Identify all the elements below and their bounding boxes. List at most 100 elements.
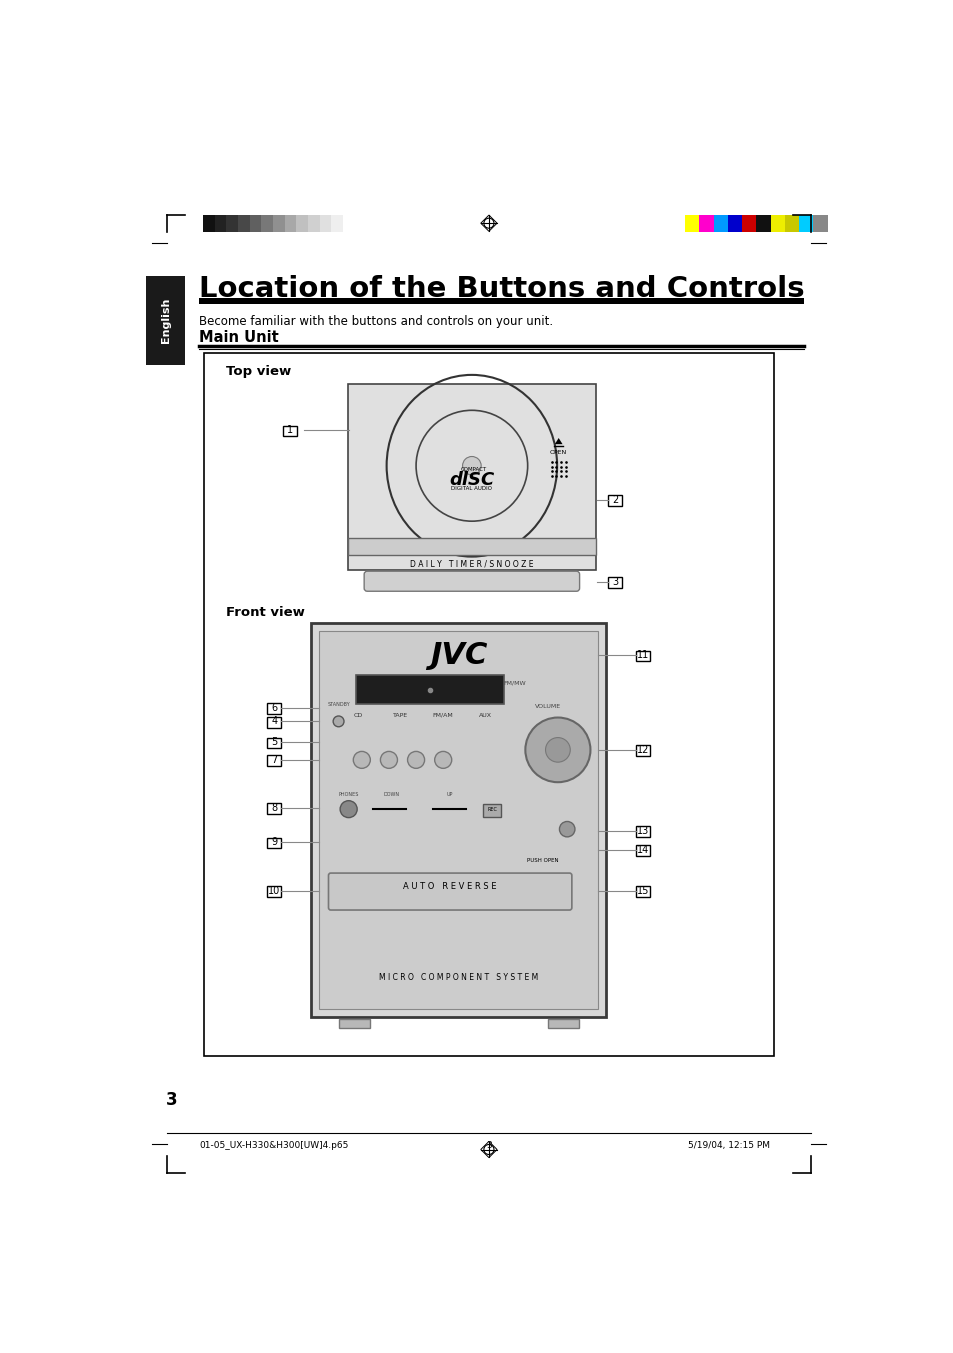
Bar xyxy=(699,215,713,231)
Text: 13: 13 xyxy=(637,825,649,836)
Text: OPEN: OPEN xyxy=(550,451,567,455)
Bar xyxy=(356,675,503,705)
Bar xyxy=(267,886,281,897)
Text: 1: 1 xyxy=(287,425,293,436)
Bar xyxy=(636,827,649,838)
Bar xyxy=(267,704,281,713)
Text: English: English xyxy=(161,298,171,344)
Bar xyxy=(727,215,741,231)
Text: 9: 9 xyxy=(271,838,277,847)
Bar xyxy=(636,886,649,897)
Bar xyxy=(713,215,727,231)
Circle shape xyxy=(407,751,424,769)
Text: 10: 10 xyxy=(268,886,280,896)
Bar xyxy=(799,215,813,231)
Text: STANDBY: STANDBY xyxy=(327,702,350,708)
Bar xyxy=(784,215,799,231)
Text: COMPACT: COMPACT xyxy=(460,467,486,472)
Circle shape xyxy=(435,751,452,769)
Bar xyxy=(267,737,281,748)
Text: 01-05_UX-H330&H300[UW]4.p65: 01-05_UX-H330&H300[UW]4.p65 xyxy=(199,1141,348,1150)
Text: Location of the Buttons and Controls: Location of the Buttons and Controls xyxy=(199,276,804,303)
Text: JVC: JVC xyxy=(430,641,487,670)
Bar xyxy=(250,215,261,231)
Bar xyxy=(338,1019,369,1028)
Bar xyxy=(203,215,214,231)
Text: REC: REC xyxy=(487,808,497,812)
Bar xyxy=(267,755,281,766)
Text: 15: 15 xyxy=(637,886,649,896)
Text: M I C R O   C O M P O N E N T   S Y S T E M: M I C R O C O M P O N E N T S Y S T E M xyxy=(378,973,537,981)
Text: 3: 3 xyxy=(612,576,618,587)
Bar xyxy=(547,1019,578,1028)
Text: 11: 11 xyxy=(637,651,649,660)
Bar xyxy=(770,215,784,231)
Circle shape xyxy=(558,821,575,838)
Text: Top view: Top view xyxy=(226,365,292,379)
Bar xyxy=(308,215,319,231)
Bar xyxy=(608,495,621,506)
Bar xyxy=(267,838,281,848)
Text: UP: UP xyxy=(446,792,452,797)
Text: 3: 3 xyxy=(166,1092,177,1109)
Bar xyxy=(636,746,649,756)
Text: 2: 2 xyxy=(612,495,618,505)
Text: 12: 12 xyxy=(637,746,649,755)
Bar xyxy=(684,215,699,231)
Text: dlSC: dlSC xyxy=(449,471,494,488)
Bar xyxy=(756,215,770,231)
Text: 4: 4 xyxy=(271,716,277,727)
Text: 14: 14 xyxy=(637,846,649,855)
Text: FM/MW: FM/MW xyxy=(502,681,525,686)
Text: TAPE: TAPE xyxy=(393,713,408,717)
Circle shape xyxy=(380,751,397,769)
Text: Front view: Front view xyxy=(226,606,305,620)
Circle shape xyxy=(333,716,344,727)
Circle shape xyxy=(340,801,356,817)
Bar xyxy=(636,651,649,662)
Text: PUSH OPEN: PUSH OPEN xyxy=(526,858,558,862)
Circle shape xyxy=(525,717,590,782)
Text: 6: 6 xyxy=(271,702,277,713)
Text: DOWN: DOWN xyxy=(383,792,399,797)
Bar xyxy=(237,215,250,231)
Text: DIGITAL AUDIO: DIGITAL AUDIO xyxy=(451,486,492,491)
Bar xyxy=(741,215,756,231)
Text: VOLUME: VOLUME xyxy=(535,704,560,709)
Text: Become familiar with the buttons and controls on your unit.: Become familiar with the buttons and con… xyxy=(199,315,553,329)
Bar xyxy=(273,215,284,231)
FancyBboxPatch shape xyxy=(328,873,571,911)
Bar xyxy=(204,353,773,1055)
Bar xyxy=(319,215,331,231)
Bar xyxy=(199,298,802,304)
Bar xyxy=(483,804,500,817)
Bar xyxy=(813,215,827,231)
Circle shape xyxy=(545,737,570,762)
Text: 8: 8 xyxy=(271,802,277,813)
Bar xyxy=(282,426,296,437)
Bar xyxy=(636,846,649,856)
Bar xyxy=(296,215,308,231)
Text: AUX: AUX xyxy=(478,713,492,717)
Bar xyxy=(348,384,596,571)
Bar xyxy=(284,215,296,231)
Bar xyxy=(214,215,226,231)
Text: 5: 5 xyxy=(271,737,277,747)
Text: Main Unit: Main Unit xyxy=(199,330,278,345)
Circle shape xyxy=(462,456,480,475)
Text: CD: CD xyxy=(353,713,362,717)
Bar xyxy=(348,538,596,555)
Bar xyxy=(343,215,355,231)
Circle shape xyxy=(353,751,370,769)
Text: 5/19/04, 12:15 PM: 5/19/04, 12:15 PM xyxy=(687,1141,769,1150)
Polygon shape xyxy=(555,438,562,444)
Text: PHONES: PHONES xyxy=(338,792,358,797)
FancyBboxPatch shape xyxy=(364,571,579,591)
Text: FM/AM: FM/AM xyxy=(433,713,453,717)
Bar xyxy=(311,622,605,1017)
Bar xyxy=(608,578,621,589)
Bar xyxy=(319,630,598,1009)
Bar xyxy=(261,215,273,231)
Bar xyxy=(226,215,237,231)
Text: 7: 7 xyxy=(271,755,277,764)
